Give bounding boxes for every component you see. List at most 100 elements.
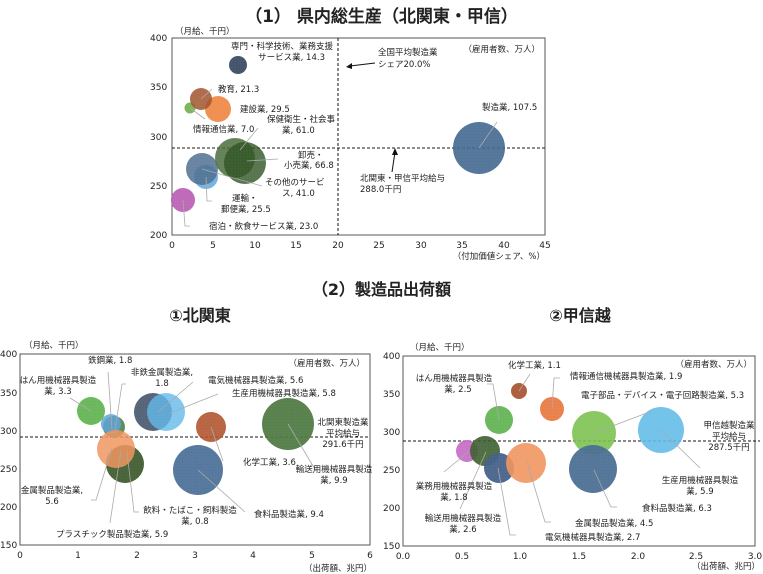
svg-text:250: 250 bbox=[0, 465, 17, 475]
svg-text:卸売・: 卸売・ bbox=[298, 150, 324, 161]
svg-text:1.0: 1.0 bbox=[513, 552, 528, 562]
svg-text:200: 200 bbox=[0, 503, 17, 513]
svg-text:1.8: 1.8 bbox=[155, 379, 169, 389]
svg-text:教育, 21.3: 教育, 21.3 bbox=[218, 84, 259, 95]
svg-text:化学工業, 1.1: 化学工業, 1.1 bbox=[508, 360, 561, 371]
svg-text:業, 9.9: 業, 9.9 bbox=[320, 475, 347, 486]
svg-text:0.5: 0.5 bbox=[455, 552, 469, 562]
svg-text:0.0: 0.0 bbox=[396, 552, 411, 562]
svg-text:（月給、千円）: （月給、千円） bbox=[410, 342, 470, 353]
svg-text:2.5: 2.5 bbox=[689, 552, 703, 562]
svg-text:その他のサービ: その他のサービ bbox=[265, 177, 325, 188]
svg-text:電気機械器具製造業, 5.6: 電気機械器具製造業, 5.6 bbox=[208, 375, 303, 386]
svg-text:はん用機械器具製造: はん用機械器具製造 bbox=[20, 375, 97, 386]
svg-text:250: 250 bbox=[383, 466, 400, 476]
chart2: 400 350 300 250 200 150 0 1 2 3 4 5 6 （月… bbox=[0, 340, 373, 574]
svg-text:200: 200 bbox=[150, 231, 167, 241]
svg-text:業, 1.8: 業, 1.8 bbox=[440, 492, 467, 503]
svg-text:金属製品製造業,: 金属製品製造業, bbox=[21, 485, 83, 496]
svg-text:郵便業, 25.5: 郵便業, 25.5 bbox=[221, 204, 271, 215]
chart3: 400 350 300 250 200 150 0.0 0.5 1.0 1.5 … bbox=[383, 342, 762, 572]
svg-text:飲料・たばこ・飼料製造: 飲料・たばこ・飼料製造 bbox=[143, 505, 237, 516]
svg-text:287.5千円: 287.5千円 bbox=[708, 442, 749, 453]
svg-text:3.0: 3.0 bbox=[748, 552, 763, 562]
svg-text:4: 4 bbox=[250, 551, 256, 561]
svg-text:5.6: 5.6 bbox=[45, 497, 59, 507]
svg-text:化学工業, 3.6: 化学工業, 3.6 bbox=[243, 457, 296, 468]
svg-text:平均給与: 平均給与 bbox=[712, 431, 746, 442]
svg-text:業, 3.3: 業, 3.3 bbox=[44, 386, 71, 397]
svg-text:金属製品製造業, 4.5: 金属製品製造業, 4.5 bbox=[575, 518, 653, 529]
svg-text:業, 0.8: 業, 0.8 bbox=[181, 516, 208, 527]
section2-title: （2）製造品出荷額 bbox=[311, 280, 452, 299]
svg-text:150: 150 bbox=[383, 542, 400, 552]
svg-text:小売業, 66.8: 小売業, 66.8 bbox=[284, 160, 334, 171]
avg-wage-annotation-koshinetsu: 甲信越製造業 bbox=[703, 420, 755, 431]
svg-text:業, 61.0: 業, 61.0 bbox=[282, 125, 315, 136]
svg-text:6: 6 bbox=[367, 551, 373, 561]
svg-text:（出荷額、兆円）: （出荷額、兆円） bbox=[692, 561, 760, 572]
svg-text:輸送用機械器具製造: 輸送用機械器具製造 bbox=[296, 464, 373, 475]
svg-text:1: 1 bbox=[75, 551, 81, 561]
svg-text:生産用機械器具製造: 生産用機械器具製造 bbox=[662, 475, 739, 486]
svg-text:電子部品・デバイス・電子回路製造業, 5.3: 電子部品・デバイス・電子回路製造業, 5.3 bbox=[581, 390, 744, 401]
svg-text:400: 400 bbox=[150, 34, 167, 44]
svg-text:業, 5.9: 業, 5.9 bbox=[686, 486, 713, 497]
svg-text:30: 30 bbox=[415, 241, 427, 251]
svg-text:業務用機械器具製造: 業務用機械器具製造 bbox=[416, 481, 493, 492]
svg-text:300: 300 bbox=[150, 133, 167, 143]
svg-text:400: 400 bbox=[383, 352, 400, 362]
svg-text:288.0千円: 288.0千円 bbox=[360, 184, 401, 195]
svg-text:はん用機械器具製造: はん用機械器具製造 bbox=[416, 373, 493, 384]
svg-text:食料品製造業, 9.4: 食料品製造業, 9.4 bbox=[254, 509, 324, 520]
svg-text:情報通信業, 7.0: 情報通信業, 7.0 bbox=[193, 124, 254, 135]
svg-text:非鉄金属製造業,: 非鉄金属製造業, bbox=[131, 367, 193, 378]
national-share-annotation: 全国平均製造業 bbox=[378, 47, 438, 58]
svg-text:15: 15 bbox=[290, 241, 301, 251]
svg-text:2.0: 2.0 bbox=[631, 552, 646, 562]
svg-text:業, 2.6: 業, 2.6 bbox=[449, 524, 476, 535]
svg-text:プラスチック製品製造業, 5.9: プラスチック製品製造業, 5.9 bbox=[56, 529, 168, 540]
svg-text:（出荷額、兆円）: （出荷額、兆円） bbox=[304, 563, 372, 574]
svg-text:40: 40 bbox=[498, 241, 510, 251]
svg-text:情報通信機械器具製造業, 1.9: 情報通信機械器具製造業, 1.9 bbox=[570, 371, 682, 382]
svg-text:300: 300 bbox=[0, 427, 17, 437]
svg-text:宿泊・飲食サービス業, 23.0: 宿泊・飲食サービス業, 23.0 bbox=[209, 221, 318, 232]
svg-text:200: 200 bbox=[383, 504, 400, 514]
svg-text:10: 10 bbox=[249, 241, 261, 251]
avg-wage-annotation: 北関東・甲信平均給与 bbox=[360, 173, 445, 184]
svg-text:5: 5 bbox=[309, 551, 315, 561]
svg-text:運輸・: 運輸・ bbox=[232, 193, 258, 204]
svg-text:250: 250 bbox=[150, 182, 167, 192]
svg-text:150: 150 bbox=[0, 541, 17, 551]
svg-text:0: 0 bbox=[17, 551, 23, 561]
svg-text:鉄鋼業, 1.8: 鉄鋼業, 1.8 bbox=[88, 355, 132, 366]
svg-text:25: 25 bbox=[373, 241, 384, 251]
svg-text:生産用機械器具製造業, 5.8: 生産用機械器具製造業, 5.8 bbox=[232, 388, 336, 399]
svg-text:1.5: 1.5 bbox=[572, 552, 586, 562]
svg-text:2: 2 bbox=[134, 551, 140, 561]
chart1-title: （1） 県内総生産（北関東・甲信） bbox=[245, 7, 518, 27]
avg-wage-annotation-kitakanto: 北関東製造業 bbox=[317, 417, 369, 428]
svg-text:20: 20 bbox=[332, 241, 344, 251]
svg-text:5: 5 bbox=[210, 241, 216, 251]
svg-text:食料品製造業, 6.3: 食料品製造業, 6.3 bbox=[642, 503, 712, 514]
svg-text:291.6千円: 291.6千円 bbox=[322, 439, 363, 450]
svg-text:専門・科学技術、業務支援: 専門・科学技術、業務支援 bbox=[231, 41, 334, 52]
svg-text:建設業, 29.5: 建設業, 29.5 bbox=[240, 104, 290, 115]
svg-text:350: 350 bbox=[150, 83, 167, 93]
svg-text:シェア20.0%: シェア20.0% bbox=[378, 60, 431, 70]
svg-text:保健衛生・社会事: 保健衛生・社会事 bbox=[267, 114, 336, 125]
svg-text:業, 2.5: 業, 2.5 bbox=[444, 384, 471, 395]
svg-text:3: 3 bbox=[192, 551, 198, 561]
svg-text:35: 35 bbox=[456, 241, 467, 251]
svg-text:輸送用機械器具製造: 輸送用機械器具製造 bbox=[425, 513, 502, 524]
chart1-xlabel: （付加価値シェア、%） bbox=[453, 251, 545, 262]
chart1-ylabel: （月給、千円） bbox=[175, 26, 235, 37]
svg-text:300: 300 bbox=[383, 428, 400, 438]
svg-text:製造業, 107.5: 製造業, 107.5 bbox=[482, 102, 537, 113]
svg-text:45: 45 bbox=[539, 241, 550, 251]
chart1: 400 350 300 250 200 0 5 10 15 20 25 30 3… bbox=[150, 26, 551, 262]
chart3-title: ②甲信越 bbox=[549, 306, 611, 325]
